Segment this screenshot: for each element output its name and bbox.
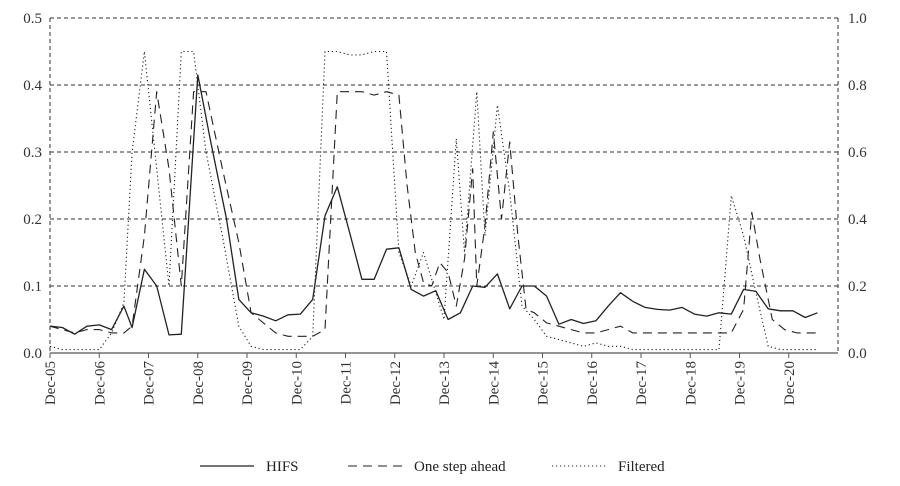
x-tick-label: Dec-14: [486, 361, 502, 406]
x-tick-label: Dec-08: [191, 361, 207, 405]
x-tick-label: Dec-12: [388, 361, 404, 405]
x-tick-label: Dec-15: [536, 361, 552, 405]
y2-tick-label: 0.2: [848, 279, 867, 295]
x-tick-label: Dec-20: [782, 361, 798, 405]
x-tick-label: Dec-07: [142, 361, 158, 406]
legend-label-one-step-ahead: One step ahead: [414, 459, 506, 475]
series-line-hifs: [49, 74, 818, 336]
chart-legend: HIFS One step ahead Filtered: [200, 459, 665, 475]
series-line-filtered: [49, 50, 818, 351]
y-tick-label: 0.4: [23, 78, 42, 94]
y2-tick-label: 0.4: [848, 212, 867, 228]
x-tick-label: Dec-09: [240, 361, 256, 405]
y2-tick-label: 0.8: [848, 78, 867, 94]
x-tick-label: Dec-13: [437, 361, 453, 405]
y-tick-label: 0.1: [23, 279, 42, 295]
chart-series: [49, 50, 822, 351]
y-tick-label: 0.2: [23, 212, 42, 228]
y-tick-label: 0.3: [23, 145, 42, 161]
series-line-one-step-ahead: [49, 91, 822, 337]
x-tick-label: Dec-11: [339, 361, 355, 405]
x-tick-label: Dec-05: [43, 361, 59, 405]
x-tick-label: Dec-10: [289, 361, 305, 405]
y-tick-label: 0.5: [23, 11, 42, 27]
y2-tick-label: 0.0: [848, 346, 867, 362]
legend-label-filtered: Filtered: [618, 459, 665, 475]
x-tick-label: Dec-18: [683, 361, 699, 405]
grid-lines: [50, 17, 838, 287]
y2-tick-label: 1.0: [848, 11, 867, 27]
chart-axes: 0.0 0.1 0.2 0.3 0.4 0.5 0.0 0.2 0.4 0.6 0.8 1.0 Dec-…: [23, 11, 867, 405]
y2-tick-label: 0.6: [848, 145, 867, 161]
x-tick-label: Dec-17: [634, 361, 650, 406]
x-tick-label: Dec-16: [585, 361, 601, 406]
x-tick-label: Dec-06: [92, 361, 108, 406]
y-tick-label: 0.0: [23, 346, 42, 362]
legend-label-hifs: HIFS: [266, 459, 299, 475]
x-tick-label: Dec-19: [733, 361, 749, 405]
